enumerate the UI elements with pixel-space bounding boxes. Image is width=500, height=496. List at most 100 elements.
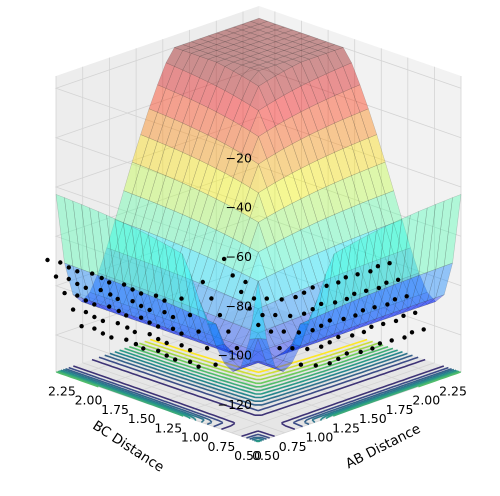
surface-patch bbox=[258, 158, 276, 188]
trajectory-point bbox=[327, 361, 332, 366]
surface-patch bbox=[173, 214, 192, 247]
y-tick-label: 1.25 bbox=[154, 420, 182, 435]
surface-patch bbox=[300, 107, 318, 136]
surface-patch bbox=[241, 21, 260, 28]
surface-patch bbox=[182, 126, 200, 157]
surface-patch bbox=[182, 99, 200, 128]
surface-patch bbox=[334, 179, 352, 212]
surface-patch bbox=[283, 90, 302, 117]
surface-patch bbox=[224, 177, 242, 209]
surface-patch bbox=[123, 193, 141, 227]
grid-line-x bbox=[162, 39, 365, 406]
surface-patch bbox=[258, 360, 276, 369]
surface-patch bbox=[216, 29, 235, 37]
surface-patch bbox=[359, 232, 377, 264]
surface-patch bbox=[173, 44, 192, 51]
grid-line-y bbox=[124, 29, 329, 397]
surface-patch bbox=[131, 259, 150, 289]
surface-patch bbox=[426, 200, 445, 273]
trajectory-point bbox=[107, 280, 112, 285]
surface-patch bbox=[410, 294, 428, 308]
surface-patch bbox=[140, 290, 158, 314]
trajectory-point bbox=[141, 346, 146, 351]
surface-patch bbox=[182, 41, 201, 48]
surface-patch bbox=[198, 333, 217, 346]
trajectory-point bbox=[83, 298, 89, 303]
surface-patch bbox=[216, 66, 234, 91]
grid-line-z bbox=[54, 215, 462, 357]
surface-patch bbox=[376, 284, 394, 319]
surface-patch bbox=[257, 357, 276, 366]
trajectory-point bbox=[260, 312, 265, 318]
trajectory-point bbox=[226, 329, 231, 334]
surface-patch bbox=[266, 357, 284, 369]
surface-patch bbox=[114, 303, 133, 317]
surface-patch bbox=[148, 235, 166, 267]
surface-patch bbox=[131, 134, 150, 166]
surface-patch bbox=[233, 75, 251, 101]
surface-patch bbox=[232, 351, 250, 361]
surface-patch bbox=[300, 164, 318, 196]
surface-patch bbox=[300, 299, 318, 325]
surface-patch bbox=[325, 330, 343, 340]
surface-patch bbox=[232, 41, 252, 48]
trajectory-point bbox=[83, 285, 89, 290]
surface-patch bbox=[325, 214, 344, 247]
surface-patch bbox=[418, 292, 437, 305]
surface-patch bbox=[308, 190, 327, 223]
surface-patch bbox=[291, 260, 310, 291]
surface-patch bbox=[190, 103, 209, 132]
surface-patch bbox=[325, 276, 344, 304]
surface-patch bbox=[291, 56, 310, 63]
surface-patch bbox=[198, 316, 217, 347]
surface-patch bbox=[257, 338, 276, 367]
surface-patch bbox=[384, 222, 403, 255]
surface-patch bbox=[342, 144, 361, 176]
trajectory-point bbox=[247, 306, 252, 311]
surface-patch bbox=[359, 263, 377, 292]
surface-patch bbox=[114, 281, 133, 316]
surface-patch bbox=[283, 319, 301, 341]
surface-patch bbox=[207, 85, 226, 113]
surface-patch bbox=[232, 363, 250, 372]
surface-patch bbox=[418, 204, 436, 276]
trajectory-point bbox=[138, 303, 144, 309]
surface-patch bbox=[367, 309, 386, 323]
surface-patch bbox=[249, 29, 268, 37]
surface-patch bbox=[351, 171, 369, 205]
surface-patch bbox=[241, 217, 259, 248]
surface-patch bbox=[317, 217, 335, 250]
surface-patch bbox=[443, 194, 462, 267]
surface-patch bbox=[283, 293, 301, 321]
surface-patch bbox=[258, 32, 277, 40]
surface-patch bbox=[131, 165, 150, 198]
surface-patch bbox=[257, 348, 276, 361]
surface-patch bbox=[190, 312, 208, 344]
x-tick-label: 2.25 bbox=[439, 384, 467, 399]
surface-patch bbox=[106, 219, 124, 252]
surface-patch bbox=[266, 47, 285, 54]
trajectory-point bbox=[353, 313, 358, 318]
contour-line bbox=[68, 356, 449, 439]
surface-patch bbox=[249, 23, 269, 31]
surface-patch bbox=[131, 228, 150, 261]
surface-patch bbox=[190, 190, 209, 223]
surface-patch bbox=[258, 38, 277, 45]
surface-patch bbox=[266, 125, 285, 154]
surface-patch bbox=[241, 360, 259, 369]
surface-patch bbox=[224, 32, 243, 39]
trajectory-point bbox=[170, 314, 176, 320]
surface-patch bbox=[123, 284, 141, 308]
surface-patch bbox=[81, 204, 99, 276]
surface-patch bbox=[275, 32, 294, 40]
surface-patch bbox=[283, 233, 301, 266]
surface-patch bbox=[249, 85, 268, 111]
surface-patch bbox=[249, 58, 268, 66]
surface-patch bbox=[367, 228, 386, 261]
surface-patch bbox=[174, 69, 192, 96]
surface-patch bbox=[249, 360, 267, 366]
trajectory-point bbox=[355, 272, 360, 277]
trajectory-point bbox=[310, 285, 315, 290]
surface-patch bbox=[401, 275, 420, 299]
surface-patch bbox=[64, 197, 82, 270]
